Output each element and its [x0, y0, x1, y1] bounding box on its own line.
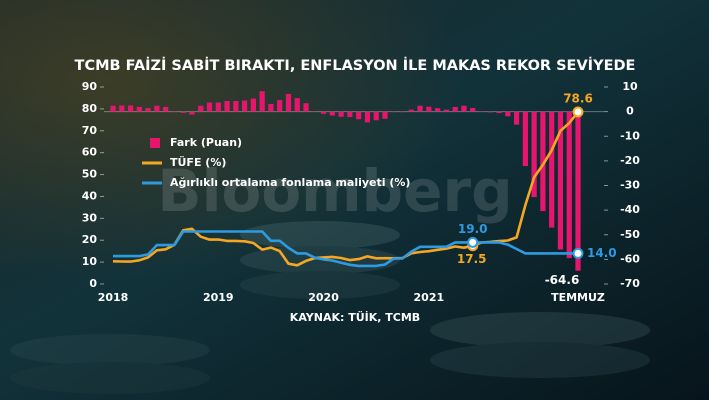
bar: [566, 111, 572, 259]
bar: [408, 109, 414, 112]
y-tick-label: 50: [82, 168, 98, 181]
data-label: 78.6: [563, 91, 593, 105]
bar: [373, 111, 379, 121]
bar: [399, 111, 406, 113]
bar: [417, 105, 423, 112]
watermark: Bloomberg: [157, 157, 512, 225]
bar: [391, 111, 397, 113]
x-tick-label: 2021: [414, 291, 445, 304]
legend-label: Fark (Puan): [170, 136, 242, 149]
data-label: 14.0: [587, 246, 617, 260]
bar: [426, 106, 432, 112]
bar: [487, 111, 493, 113]
bar: [242, 100, 248, 112]
point-marker: [572, 106, 584, 118]
bar: [110, 105, 116, 112]
x-tick-label: 2020: [308, 291, 339, 304]
data-label: 17.5: [457, 252, 487, 266]
point-marker: [572, 247, 584, 259]
line: [112, 111, 580, 267]
y-tick-label: 0: [89, 277, 97, 290]
y-tick-label: 30: [82, 211, 98, 224]
bar: [496, 111, 502, 114]
bar: [206, 102, 213, 112]
bar: [320, 111, 327, 114]
y2-tick-label: -50: [620, 228, 640, 241]
y2-tick-label: -30: [620, 179, 640, 192]
bar: [356, 111, 362, 120]
bar: [224, 101, 230, 112]
point-marker: [467, 236, 479, 248]
bar: [522, 111, 528, 167]
bar: [198, 105, 204, 112]
y-tick-label: 70: [82, 124, 98, 137]
bar: [435, 108, 441, 112]
bar: [259, 91, 265, 112]
bar: [233, 101, 239, 112]
bar: [513, 111, 520, 125]
y2-tick-label: 0: [626, 105, 634, 118]
bar: [250, 98, 256, 112]
bar: [268, 103, 274, 112]
legend-label: Ağırlıklı ortalama fonlama maliyeti (%): [170, 176, 410, 189]
y2-tick-label: -10: [620, 129, 640, 142]
bar: [549, 111, 555, 228]
bar: [312, 111, 318, 112]
coins-decoration: [10, 221, 650, 394]
line: [113, 230, 578, 268]
bar: [163, 106, 169, 112]
y-tick-label: 80: [82, 102, 98, 115]
y-tick-label: 90: [82, 80, 98, 93]
source: KAYNAK: TÜİK, TCMB: [290, 310, 420, 324]
bar: [127, 105, 134, 112]
data-label: -64.6: [545, 273, 580, 287]
bar: [329, 111, 335, 116]
bar: [136, 106, 142, 112]
bar: [382, 111, 388, 119]
bar: [285, 93, 292, 112]
bar: [277, 100, 283, 112]
bar: [119, 105, 125, 112]
x-tick-label: TEMMUZ: [551, 291, 605, 304]
y2-tick-label: -60: [620, 252, 640, 265]
bar: [189, 111, 195, 115]
bar: [470, 107, 476, 112]
bar: [505, 111, 511, 117]
bar: [303, 103, 309, 112]
y-tick-label: 40: [82, 189, 98, 202]
legend-swatch: [150, 138, 160, 148]
y2-tick-label: 10: [622, 80, 638, 93]
bar: [338, 111, 344, 117]
bar: [215, 102, 221, 112]
bar: [452, 106, 458, 112]
bar: [145, 108, 151, 112]
bar: [575, 111, 581, 271]
bar: [443, 109, 449, 112]
bar: [540, 111, 546, 212]
x-tick-label: 2019: [203, 291, 234, 304]
bar: [364, 111, 371, 123]
y2-tick-label: -70: [620, 277, 640, 290]
y-tick-label: 10: [82, 255, 98, 268]
x-tick-label: 2018: [98, 291, 129, 304]
y-tick-label: 60: [82, 146, 98, 159]
bar: [154, 105, 160, 112]
bar: [347, 111, 353, 118]
bar: [478, 111, 485, 112]
chart-title: TCMB FAİZİ SABİT BIRAKTI, ENFLASYON İLE …: [75, 57, 636, 74]
bar: [171, 111, 178, 113]
y2-tick-label: -40: [620, 203, 640, 216]
bar: [557, 111, 564, 250]
y-tick-label: 20: [82, 233, 98, 246]
legend-label: TÜFE (%): [170, 155, 226, 169]
bar: [180, 111, 186, 113]
bar: [461, 105, 467, 112]
y2-tick-label: -20: [620, 154, 640, 167]
bar: [294, 98, 300, 112]
data-label: 19.0: [458, 222, 488, 236]
bar: [531, 111, 537, 198]
